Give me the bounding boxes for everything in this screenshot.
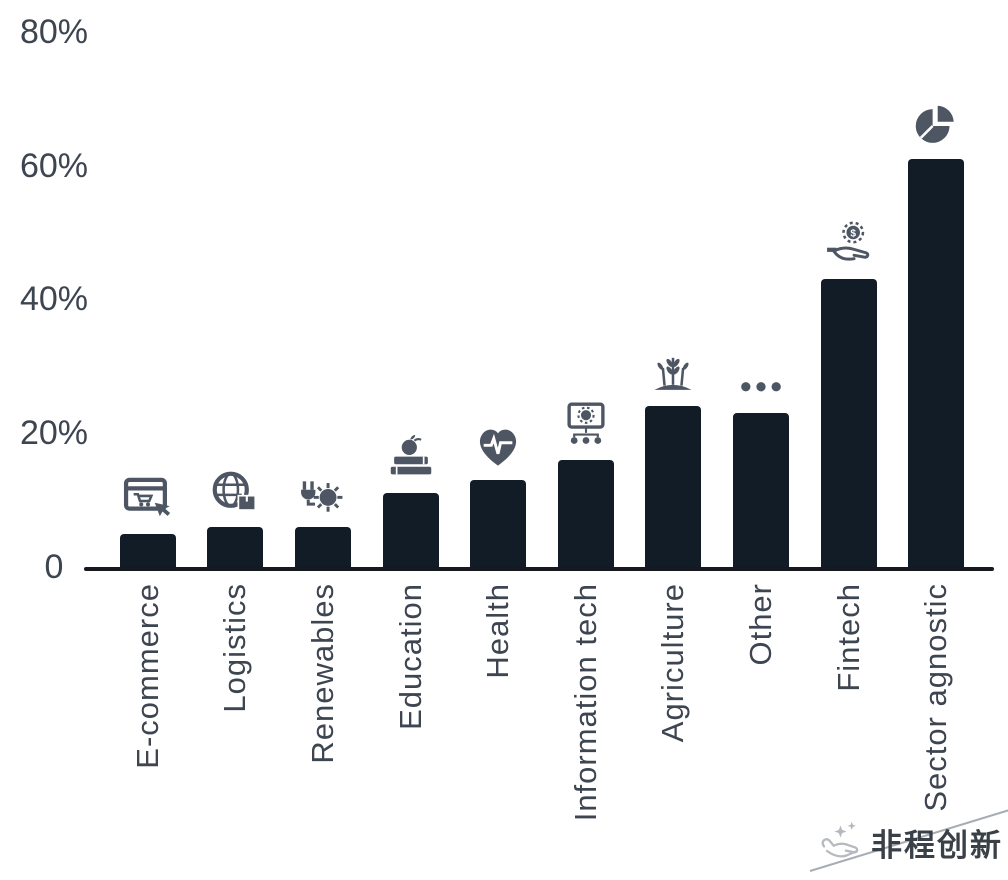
hand-sparkle-icon (818, 818, 866, 866)
category-label: Sector agnostic (918, 583, 954, 812)
category-label: Fintech (830, 583, 866, 692)
category-label: Renewables (305, 583, 340, 764)
ecommerce-icon (121, 474, 175, 528)
information-tech-monitor-gear-icon (559, 400, 613, 454)
watermark: 非程创新 (809, 808, 1008, 872)
pie-chart-icon (909, 99, 963, 153)
category-label: E-commerce (129, 583, 165, 769)
bar (207, 527, 264, 567)
y-axis-tick-label: 20% (19, 414, 89, 453)
bar (645, 406, 702, 567)
category-label: Agriculture (655, 583, 691, 743)
bar (820, 279, 877, 567)
bar (733, 413, 789, 567)
y-axis: 0 20% 40% 60% 80% (10, 0, 98, 620)
bar (470, 480, 527, 567)
agriculture-plant-icon (646, 346, 700, 400)
category-label: Other (743, 583, 778, 666)
education-books-apple-icon (384, 433, 438, 487)
x-axis-line (84, 567, 994, 571)
bar (119, 534, 176, 567)
watermark-text: 非程创新 (871, 827, 1003, 863)
svg-text:$: $ (850, 229, 856, 240)
category-label: Education (392, 583, 428, 730)
y-axis-tick-label: 40% (19, 280, 89, 319)
bar (295, 527, 351, 567)
y-axis-tick-label: 0 (44, 548, 64, 586)
other-ellipsis-icon (734, 353, 788, 407)
bar (382, 493, 439, 567)
category-label: Logistics (217, 583, 253, 713)
category-label: Information tech (567, 583, 603, 822)
y-axis-tick-label: 60% (19, 146, 89, 185)
bar (557, 460, 614, 567)
logistics-globe-icon (208, 467, 262, 521)
bar (908, 159, 965, 567)
y-axis-tick-label: 80% (19, 12, 89, 51)
health-heart-pulse-icon (471, 420, 525, 474)
fintech-gear-hand-icon: $ (822, 219, 876, 273)
category-label: Health (480, 583, 516, 679)
renewables-sun-plug-icon (296, 467, 350, 521)
